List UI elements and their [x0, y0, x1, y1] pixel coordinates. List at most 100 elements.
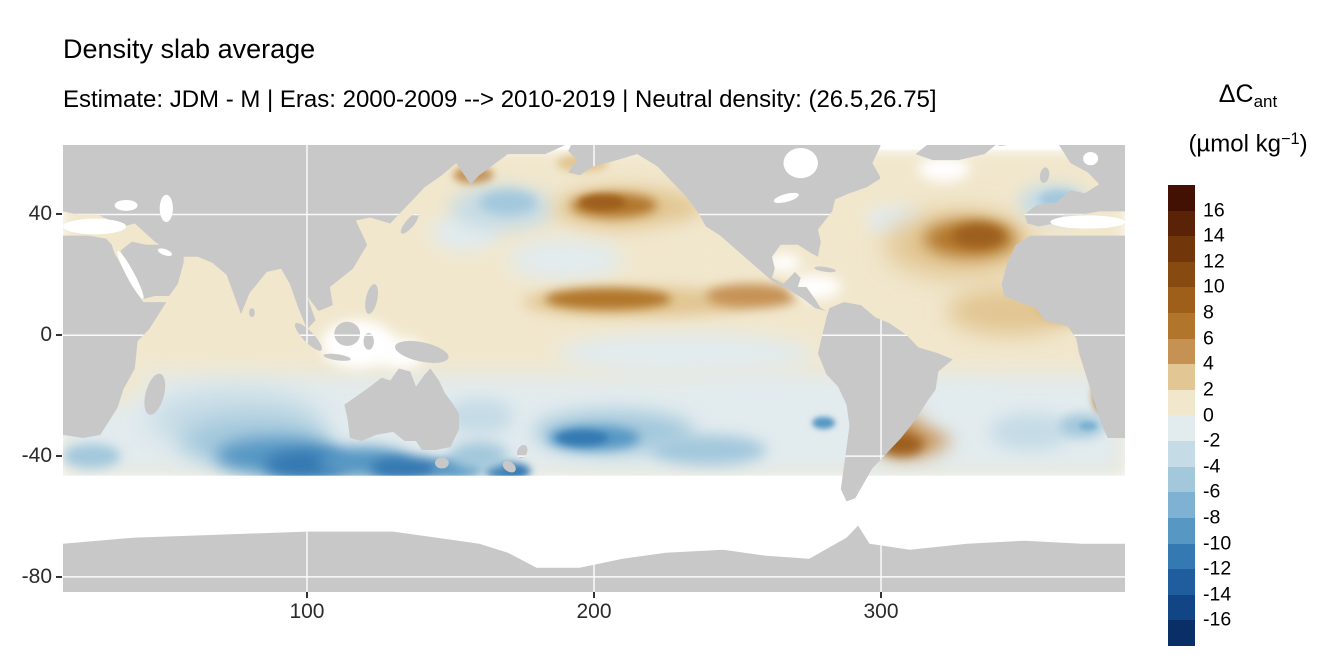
legend-color-swatch	[1168, 415, 1195, 442]
legend-tick-label: -2	[1203, 429, 1221, 452]
anomaly-blob	[705, 283, 798, 309]
land-south-america	[817, 302, 953, 502]
land-island	[323, 353, 351, 361]
legend-tick-label: 12	[1203, 250, 1225, 273]
legend-tick-label: 2	[1203, 378, 1214, 401]
anomaly-blob	[444, 398, 514, 435]
anomaly-blob	[545, 288, 672, 310]
legend-color-swatch	[1168, 389, 1195, 416]
map-panel	[63, 145, 1125, 592]
x-axis-tick-label: 200	[576, 600, 612, 623]
inland-water	[783, 147, 818, 179]
land-island	[516, 444, 528, 459]
anomaly-blob	[370, 456, 445, 481]
legend-color-swatch	[1168, 338, 1195, 365]
anomaly-blob	[507, 238, 623, 281]
legend-color-swatch	[1168, 313, 1195, 339]
y-axis-tick-label: -80	[21, 564, 52, 588]
legend-tick-label: 14	[1203, 224, 1225, 247]
page-title: Density slab average	[63, 34, 316, 64]
legend-tick-label: 10	[1203, 275, 1225, 298]
x-axis-tick	[305, 592, 308, 598]
anomaly-blob	[680, 380, 853, 441]
x-axis-tick-label: 100	[289, 600, 325, 623]
legend-color-swatch	[1168, 236, 1195, 262]
legend-color-swatch	[1168, 287, 1195, 314]
y-axis-tick-label: -40	[21, 444, 52, 468]
land-island	[395, 340, 449, 363]
legend-tick-label: 6	[1203, 327, 1214, 350]
land-europe-right	[1024, 145, 1125, 227]
legend-color-swatch	[1168, 261, 1195, 288]
anomaly-blob	[915, 386, 1019, 435]
inland-water	[63, 218, 127, 235]
legend-color-swatch	[1168, 594, 1195, 621]
anomaly-blob	[579, 194, 626, 210]
y-axis-tick	[56, 575, 62, 578]
legend-tick-label: -6	[1203, 480, 1221, 503]
legend-tick-label: 8	[1203, 301, 1214, 324]
legend-color-swatch	[1168, 364, 1195, 390]
legend-units: (µmol kg−1)	[1188, 130, 1308, 158]
land-island	[294, 322, 322, 351]
land-eurasia	[63, 145, 566, 330]
land-africa-left	[63, 235, 167, 438]
land-australia	[344, 368, 460, 450]
land-island	[814, 266, 836, 273]
land-island	[400, 213, 419, 234]
inland-water	[159, 194, 173, 222]
land-north-america	[568, 145, 881, 312]
y-axis-tick-label: 0	[40, 323, 52, 347]
legend-tick-label: -16	[1203, 608, 1232, 631]
legend-color-swatch	[1168, 492, 1195, 518]
anomaly-blob	[990, 413, 1071, 451]
legend-tick-label: 16	[1203, 199, 1225, 222]
land-island	[334, 321, 361, 346]
y-axis-tick	[56, 213, 62, 216]
no-data-region	[918, 157, 971, 182]
x-axis-tick	[880, 592, 883, 598]
legend-title-symbol: ΔC	[1218, 80, 1254, 108]
legend-color-swatch	[1168, 517, 1195, 544]
legend-tick-label: 0	[1203, 404, 1214, 426]
land-island	[502, 460, 516, 473]
inland-water	[114, 199, 138, 211]
inland-water	[117, 251, 144, 299]
inland-water	[1083, 151, 1099, 166]
legend-color-swatch	[1168, 185, 1195, 211]
inland-water	[1050, 215, 1125, 229]
land-island	[435, 457, 449, 469]
anomaly-blob	[1079, 421, 1097, 431]
x-axis-tick-label: 300	[863, 600, 899, 623]
anomaly-blob	[952, 223, 1005, 248]
anomaly-blob	[556, 430, 609, 446]
land-island	[1039, 167, 1050, 183]
land-island	[249, 308, 255, 318]
land-island	[363, 332, 374, 350]
anomaly-blob	[63, 444, 121, 469]
land-island	[997, 145, 1007, 146]
inland-water	[773, 192, 799, 203]
legend-tick-label: -10	[1203, 532, 1232, 555]
legend-color-swatch	[1168, 569, 1195, 595]
land-island	[144, 373, 166, 415]
legend-title-subscript: ant	[1253, 91, 1278, 111]
anomaly-blob	[651, 434, 767, 466]
land-africa-right	[1001, 235, 1125, 438]
anomaly-blob	[556, 332, 816, 375]
legend-color-swatch	[1168, 441, 1195, 467]
anomaly-world-map	[63, 145, 1125, 592]
legend-tick-label: -4	[1203, 455, 1221, 478]
land-greenland	[915, 145, 996, 161]
plot-subtitle: Estimate: JDM - M | Eras: 2000-2009 --> …	[63, 86, 937, 113]
legend-color-swatch	[1168, 543, 1195, 570]
land-antarctica	[63, 525, 1125, 592]
anomaly-blob	[450, 440, 508, 472]
legend-color-swatch	[1168, 620, 1195, 646]
inland-water	[157, 248, 172, 257]
legend-title: ΔCant	[1160, 80, 1336, 112]
anomaly-blob	[812, 416, 836, 429]
land-island	[365, 284, 379, 314]
land-layer	[63, 145, 1125, 592]
